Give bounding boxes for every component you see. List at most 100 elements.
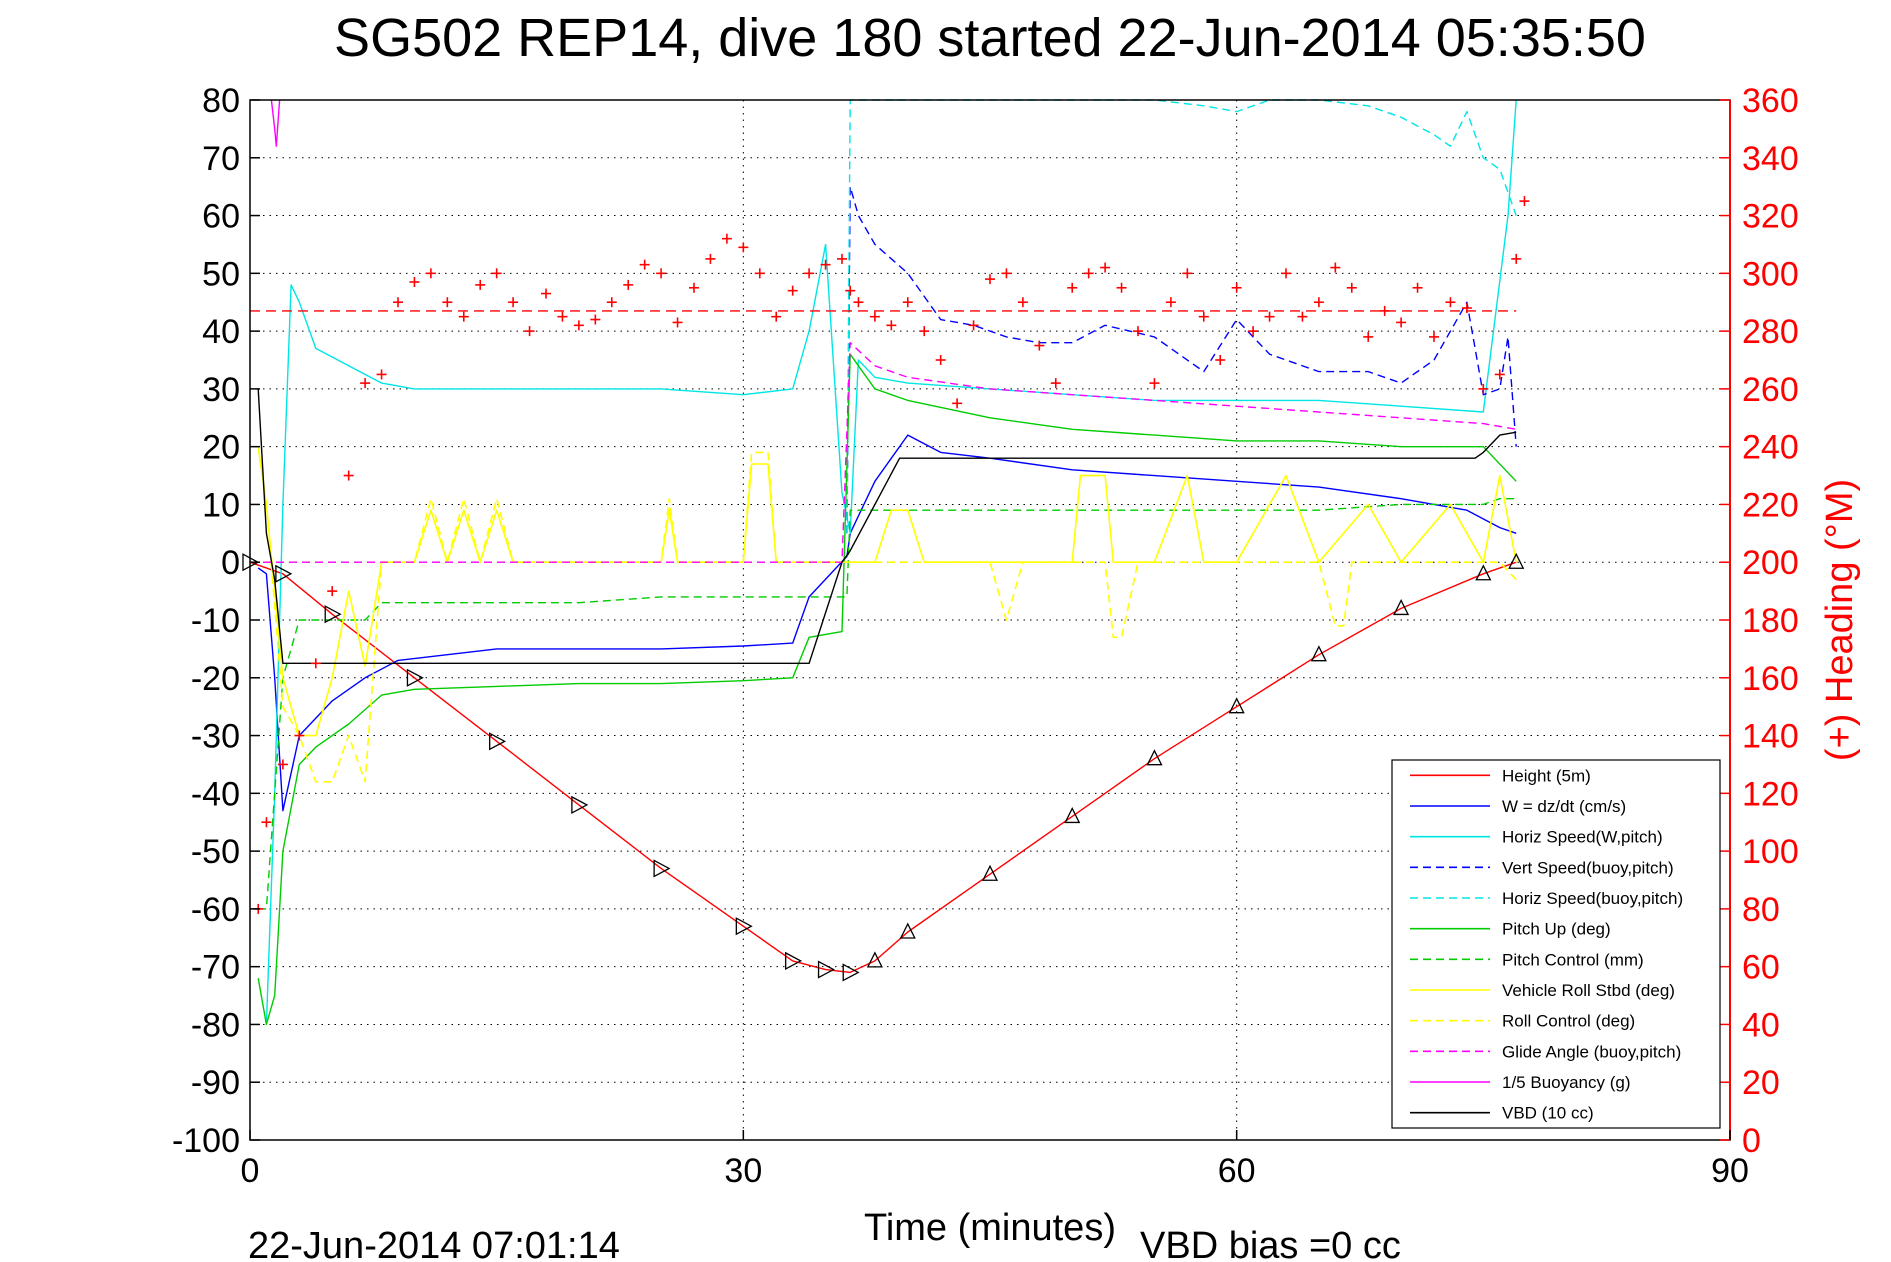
depth-marker — [1475, 564, 1492, 581]
y-right-tick-label: 280 — [1742, 313, 1799, 351]
heading-marker — [1264, 311, 1275, 322]
heading-marker — [1519, 196, 1530, 207]
y-right-tick-label: 320 — [1742, 198, 1799, 236]
heading-marker — [1297, 311, 1308, 322]
grid-lines — [250, 100, 1730, 1140]
heading-marker — [277, 759, 288, 770]
heading-marker — [1379, 305, 1390, 316]
heading-marker — [721, 233, 732, 244]
heading-marker — [524, 326, 535, 337]
heading-marker — [837, 253, 847, 264]
heading-marker — [935, 355, 946, 365]
y-tick-label: 80 — [202, 82, 240, 120]
heading-marker — [738, 242, 749, 253]
depth-marker — [817, 960, 835, 979]
heading-marker — [1429, 331, 1439, 342]
heading-marker — [787, 285, 798, 296]
heading-marker — [1133, 326, 1143, 337]
x-tick-label: 30 — [724, 1152, 762, 1190]
heading-marker — [919, 326, 930, 337]
heading-marker — [1281, 268, 1291, 279]
heading-marker — [310, 658, 321, 669]
heading-marker — [541, 288, 551, 299]
heading-marker — [985, 274, 995, 285]
heading-marker — [491, 268, 502, 279]
heading-marker — [557, 311, 568, 322]
heading-marker — [656, 268, 667, 279]
heading-marker — [1215, 355, 1226, 365]
y-right-tick-label: 80 — [1742, 891, 1780, 929]
legend-label: Pitch Control (mm) — [1502, 950, 1644, 969]
marker-layer — [242, 196, 1530, 982]
heading-marker — [606, 297, 617, 308]
x-tick-label: 0 — [241, 1152, 260, 1190]
heading-marker — [771, 311, 782, 322]
y-axis-left-ticks: 80 70 60 50 40 30 20 10 0 -10 -20 -30 -40 -50 -60 -70 -8… — [172, 82, 260, 1160]
depth-marker — [489, 732, 507, 751]
heading-marker — [1396, 317, 1407, 328]
y-right-tick-label: 40 — [1742, 1006, 1780, 1044]
depth-marker — [324, 605, 342, 624]
x-axis-label: Time (minutes) — [864, 1207, 1116, 1249]
series-line-pitch-control-mm — [258, 498, 1517, 910]
y-right-tick-label: 160 — [1742, 660, 1799, 698]
heading-marker — [1231, 282, 1242, 293]
y-tick-label: 60 — [202, 198, 240, 236]
heading-marker — [1001, 268, 1012, 279]
heading-marker — [820, 259, 831, 270]
y-tick-label: 10 — [202, 486, 240, 524]
depth-marker — [653, 859, 671, 878]
y-axis-right-ticks: 3603403203002802602402202001801601401201… — [1720, 82, 1799, 1160]
heading-marker — [1313, 297, 1324, 308]
legend-label: Pitch Up (deg) — [1502, 920, 1611, 939]
depth-marker — [571, 795, 589, 814]
legend-label: VBD (10 cc) — [1502, 1104, 1594, 1123]
y-right-tick-label: 60 — [1742, 949, 1780, 987]
y-right-tick-label: 240 — [1742, 429, 1799, 467]
y-right-tick-label: 220 — [1742, 486, 1799, 524]
y-axis-right-label: (+) Heading (°M) — [1819, 479, 1861, 761]
y-tick-label: 70 — [202, 140, 240, 178]
heading-marker — [327, 586, 338, 597]
depth-marker — [1064, 806, 1081, 824]
legend-label: W = dz/dt (cm/s) — [1502, 797, 1626, 816]
x-axis-ticks: 0 30 60 90 — [241, 1130, 1749, 1190]
x-tick-label: 60 — [1218, 1152, 1256, 1190]
legend-label: Glide Angle (buoy,pitch) — [1502, 1042, 1681, 1061]
heading-marker — [1511, 253, 1522, 264]
depth-marker — [1310, 645, 1327, 662]
heading-marker — [1182, 268, 1193, 279]
heading-marker — [705, 253, 716, 264]
heading-marker — [1248, 326, 1259, 337]
depth-marker — [1393, 598, 1410, 616]
heading-marker — [409, 277, 420, 287]
heading-marker — [1149, 378, 1160, 389]
depth-marker — [406, 668, 424, 687]
depth-marker — [981, 864, 999, 881]
legend-label: Vehicle Roll Stbd (deg) — [1502, 981, 1675, 1000]
heading-marker — [1083, 268, 1094, 279]
heading-marker — [442, 297, 453, 308]
series-line-height-5m — [249, 561, 1517, 974]
depth-marker — [1508, 552, 1525, 569]
heading-marker — [508, 297, 519, 308]
series-line-vert-speed-buoy-pitch — [846, 185, 1517, 534]
heading-marker — [853, 297, 864, 308]
heading-marker — [639, 259, 650, 270]
legend-label: Vert Speed(buoy,pitch) — [1502, 858, 1674, 877]
y-right-tick-label: 260 — [1742, 371, 1799, 409]
series-line-glide-angle-buoy-pitch — [250, 342, 1517, 563]
heading-marker — [425, 268, 436, 279]
legend-label: Horiz Speed(W,pitch) — [1502, 828, 1663, 847]
legend-label: Roll Control (deg) — [1502, 1012, 1635, 1031]
y-tick-label: -20 — [191, 660, 240, 698]
y-tick-label: 30 — [202, 371, 240, 409]
heading-marker — [1363, 331, 1374, 342]
depth-marker — [1228, 697, 1245, 714]
x-tick-label: 90 — [1711, 1152, 1749, 1190]
heading-marker — [1116, 282, 1127, 293]
depth-marker — [735, 917, 753, 936]
y-tick-label: -100 — [172, 1122, 240, 1160]
y-right-tick-label: 100 — [1742, 833, 1799, 871]
